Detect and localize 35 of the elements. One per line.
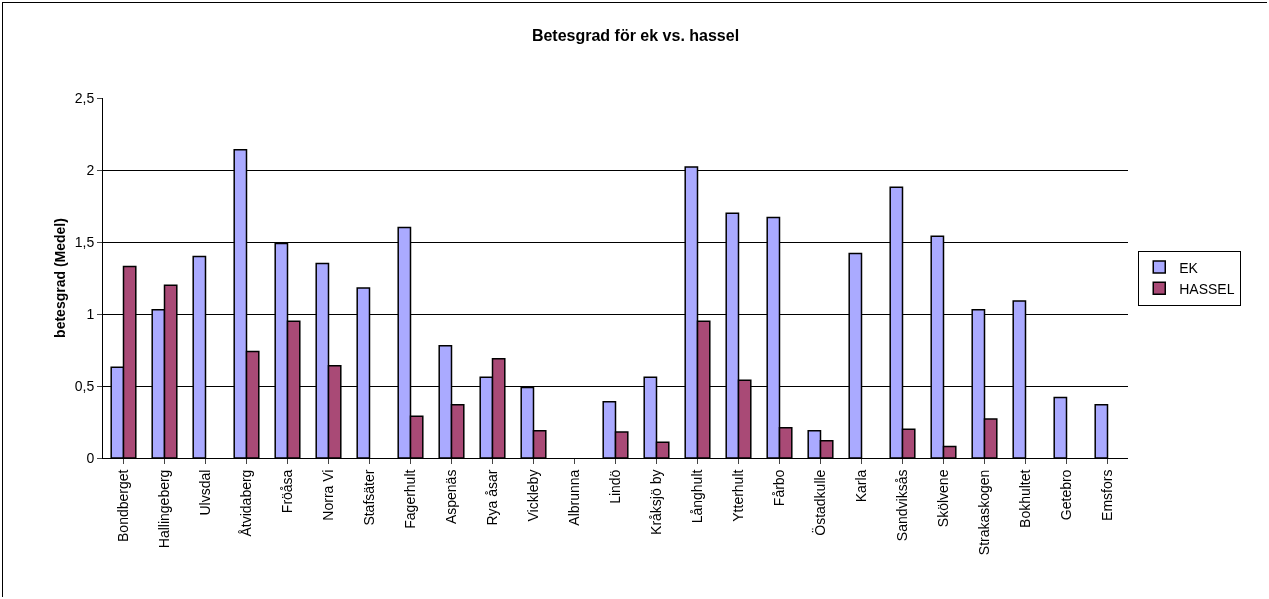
y-tick-label: 1,5 xyxy=(74,233,95,250)
x-tick-label: Karla xyxy=(853,469,870,503)
legend-label: HASSEL xyxy=(1179,280,1235,297)
x-tick-label: Skölvene xyxy=(935,469,952,528)
x-tick-label: Östadkulle xyxy=(811,469,829,536)
x-tick-label: Rya åsar xyxy=(484,469,501,526)
y-tick-label: 1 xyxy=(86,305,95,322)
x-tick-label: Ulvsdal xyxy=(197,469,214,516)
x-tick-label: Fröåsa xyxy=(279,469,296,514)
x-tick-label: Åtvidaberg xyxy=(238,469,255,537)
x-tick-label: Emsfors xyxy=(1099,469,1116,521)
y-tick-label: 2,5 xyxy=(74,89,95,106)
x-tick-label: Aspenäs xyxy=(443,469,460,525)
x-tick-label: Albrunna xyxy=(566,469,583,526)
x-tick-label: Strakaskogen xyxy=(976,469,993,556)
x-tick-label: Ytterhult xyxy=(730,469,747,522)
legend-label: EK xyxy=(1179,259,1199,276)
x-tick-label: Fagerhult xyxy=(402,469,419,529)
x-tick-label: Lindö xyxy=(607,469,624,504)
x-tick-label: Kråksjö by xyxy=(648,469,665,535)
y-tick-label: 0,5 xyxy=(74,377,95,394)
x-tick-label: Vickleby xyxy=(525,469,542,522)
x-tick-label: Fårbo xyxy=(771,469,788,507)
x-tick-label: Stafsäter xyxy=(361,469,378,526)
x-tick-label: Sandviksås xyxy=(894,469,911,542)
x-tick-label: Getebro xyxy=(1058,469,1075,521)
x-tick-label: Bokhultet xyxy=(1017,469,1034,528)
x-tick-label: Bondberget xyxy=(115,469,132,543)
y-axis-title: betesgrad (Medel) xyxy=(52,218,68,338)
x-tick-label: Hallingeberg xyxy=(156,469,173,549)
x-tick-label: Långhult xyxy=(689,469,706,524)
x-tick-label: Norra Vi xyxy=(320,469,337,521)
y-tick-label: 2 xyxy=(86,161,95,178)
y-tick-label: 0 xyxy=(86,449,95,466)
chart-title: Betesgrad för ek vs. hassel xyxy=(531,26,740,44)
